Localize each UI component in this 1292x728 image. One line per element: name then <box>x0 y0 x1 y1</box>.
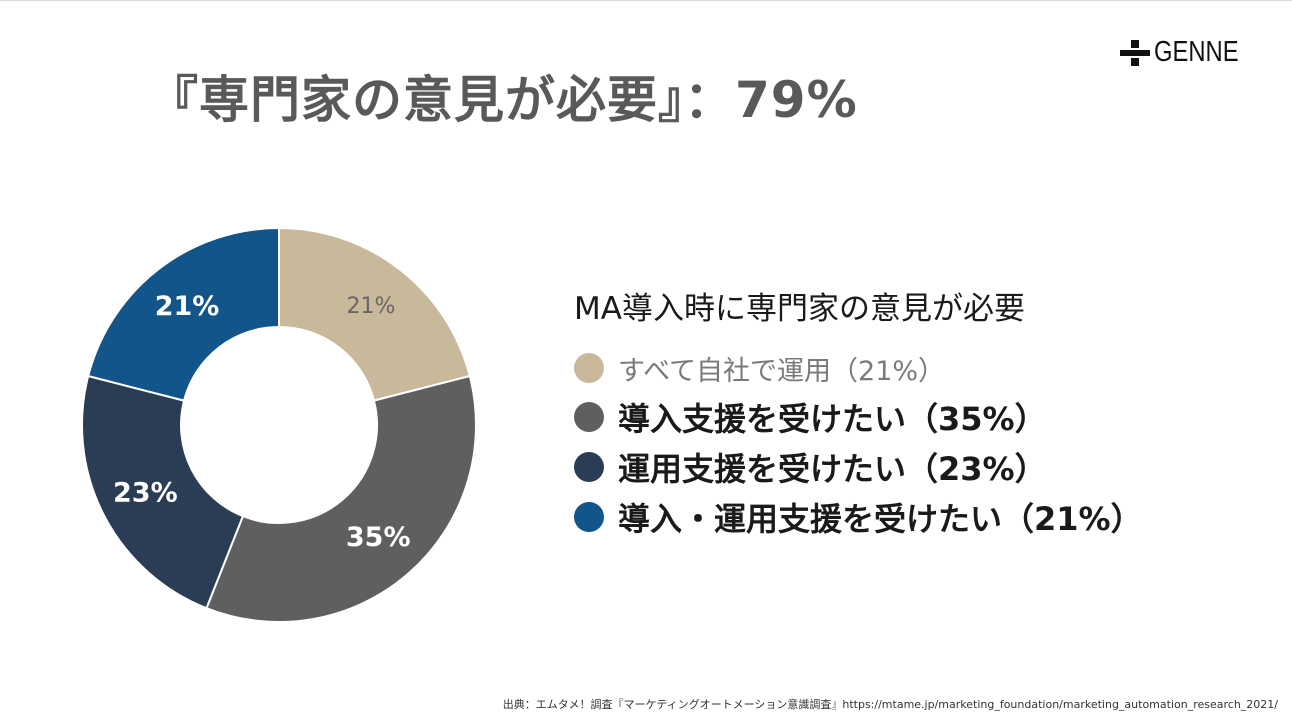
slide-title: 『専門家の意見が必要』：79% <box>148 71 858 129</box>
top-divider <box>0 0 1292 1</box>
divide-icon <box>1120 39 1150 66</box>
donut-slice-intro-operation-support <box>86 226 280 402</box>
legend-item-operation-support: 運用支援を受けたい（23%） <box>574 442 1254 492</box>
legend-swatch-self <box>574 353 604 383</box>
legend-swatch-operation-support <box>574 452 604 482</box>
slice-label-intro-support: 35% <box>346 522 411 553</box>
legend-label-self: すべて自社で運用（21%） <box>618 355 946 387</box>
legend-item-intro-operation-support: 導入・運用支援を受けたい（21%） <box>574 492 1254 542</box>
legend-item-self: すべて自社で運用（21%） <box>574 348 1254 388</box>
donut-slice-operation-support <box>81 374 245 610</box>
legend-swatch-intro-operation-support <box>574 502 604 532</box>
slice-label-operation-support: 23% <box>113 478 178 509</box>
donut-chart: 21% 35% 23% 21% <box>81 226 477 623</box>
legend-label-operation-support: 運用支援を受けたい（23%） <box>618 450 1047 488</box>
legend-label-intro-support: 導入支援を受けたい（35%） <box>618 400 1047 438</box>
legend-item-intro-support: 導入支援を受けたい（35%） <box>574 392 1254 442</box>
genne-logo: GENNE <box>1120 36 1257 69</box>
legend-heading: MA導入時に専門家の意見が必要 <box>574 291 1025 327</box>
donut-slice-intro-support <box>205 374 477 623</box>
legend-label-intro-operation-support: 導入・運用支援を受けたい（21%） <box>618 500 1143 538</box>
slice-label-intro-operation-support: 21% <box>155 291 220 322</box>
slice-label-self: 21% <box>346 294 395 319</box>
chart-legend: MA導入時に専門家の意見が必要 すべて自社で運用（21%） 導入支援を受けたい（… <box>574 283 1254 542</box>
source-citation: 出典：エムタメ！調査『マーケティングオートメーション意識調査』https://m… <box>502 698 1278 711</box>
donut-slice-self <box>278 226 472 402</box>
logo-text: GENNE <box>1154 36 1239 68</box>
legend-swatch-intro-support <box>574 402 604 432</box>
